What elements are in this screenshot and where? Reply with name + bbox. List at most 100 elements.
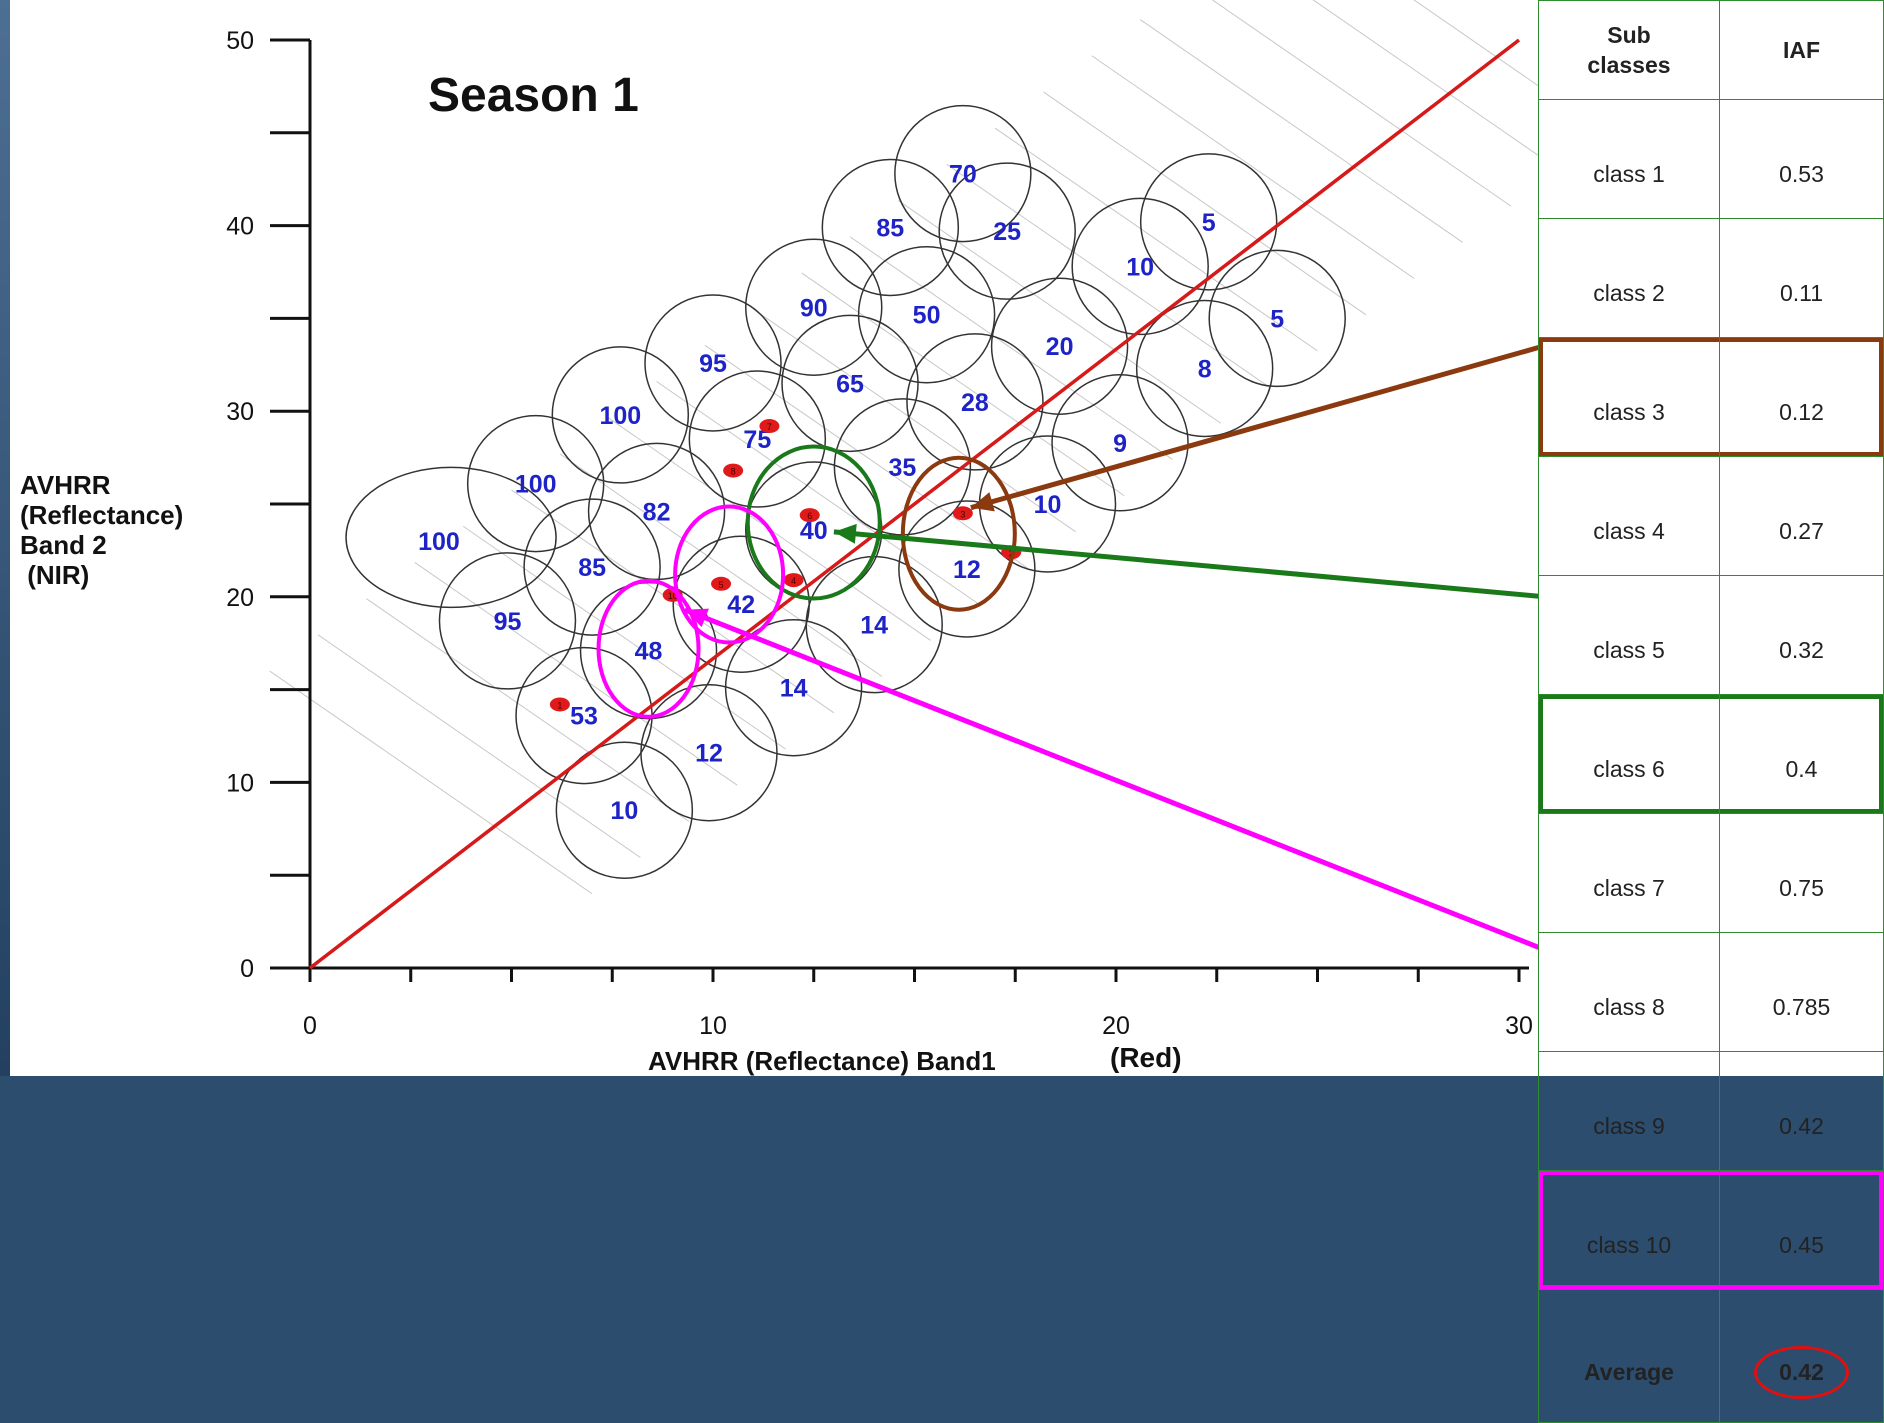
iaf-value: 0.53 [1779,160,1824,187]
cluster-circle [1139,153,1278,291]
iaf-value: 0.32 [1779,636,1824,663]
iaf-table: Sub classes IAF class 1 0.53 class 2 0.11 cla… [1538,0,1884,1423]
hatch-line [849,236,1173,460]
highlight-circle [673,504,786,645]
cluster-label: 10 [610,797,638,825]
subclass-label: class 3 [1593,398,1665,425]
table-row: class 7 0.75 [1538,813,1884,933]
cluster-label: 95 [699,350,727,378]
x-tick-label: 0 [303,1012,317,1040]
hatch-line [414,562,738,786]
subclass-label: class 10 [1586,1231,1672,1258]
iaf-cell: 0.27 [1719,456,1884,576]
hatch-line [1139,19,1463,243]
subclass-cell: class 2 [1538,218,1720,338]
subclass-cell: class 10 [1538,1170,1720,1290]
table-header-row: Sub classes IAF [1538,0,1884,100]
x-tick-label: 30 [1505,1012,1533,1040]
cluster-label: 14 [780,675,808,703]
cluster-label: 40 [800,517,828,545]
iaf-value: 0.45 [1779,1231,1824,1258]
hatch-line [1413,0,1540,88]
cluster-label: 42 [727,591,755,619]
table-row: class 10 0.45 [1538,1170,1884,1290]
subclass-label: class 4 [1593,517,1665,544]
iaf-value: 0.27 [1779,517,1824,544]
sample-point-label: 10 [668,591,678,601]
subclass-cell: class 1 [1538,99,1720,219]
cluster-circle [523,498,661,636]
iaf-value: 0.4 [1785,755,1818,782]
iaf-cell: 0.53 [1719,99,1884,219]
iaf-table-panel: Sub classes IAF class 1 0.53 class 2 0.11 cla… [1538,0,1884,1423]
cluster-circle [724,618,863,757]
hatch-line [946,163,1270,388]
cluster-label: 20 [1046,333,1074,361]
iaf-cell: 0.4 [1719,694,1884,814]
table-row: class 1 0.53 [1538,99,1884,219]
cluster-circle [551,346,690,484]
cluster-label: 90 [800,294,828,322]
subclass-cell: class 9 [1538,1051,1720,1171]
highlight-circle [900,455,1017,612]
cluster-label: 48 [635,638,663,666]
cluster-label: 70 [949,161,977,189]
hatch-line [559,453,883,678]
cluster-circle [438,552,577,690]
table-row: class 6 0.4 [1538,694,1884,814]
cluster-circle [345,466,557,609]
table-row: class 4 0.27 [1538,456,1884,576]
subclass-label: class 5 [1593,636,1665,663]
cluster-circle [1071,197,1209,336]
sample-point-label: 8 [731,467,736,477]
cluster-label: 28 [961,389,989,417]
cluster-circle [894,104,1032,243]
sample-point [799,508,820,523]
cluster-label: 65 [836,370,864,398]
iaf-cell: 0.45 [1719,1170,1884,1290]
cluster-circle [1208,249,1346,388]
cluster-circle [745,238,883,377]
cluster-label: 10 [1034,491,1062,519]
hatch-line [462,525,786,750]
cluster-circle [990,277,1129,415]
hatch-line [269,670,593,895]
scatter-plot-panel: 0 10 20 30 0 10 20 30 40 50 100 100 95 90 85 70 25 5 10 5 50… [10,0,1540,1076]
y-axis-label: AVHRR (Reflectance) Band 2 (NIR) [20,470,184,590]
cluster-circle [781,314,919,453]
subclass-cell: class 8 [1538,932,1720,1052]
subclass-cell: class 7 [1538,813,1720,933]
cluster-label: 95 [494,608,522,636]
hatch-line [366,598,690,822]
cluster-label: 82 [643,498,671,526]
x-axis-label: AVHRR (Reflectance) Band1 [648,1046,996,1076]
sample-point-label: 7 [767,422,772,432]
iaf-value: 0.11 [1779,279,1824,306]
cluster-label: 5 [1270,305,1284,333]
y-tick-label: 10 [226,769,254,797]
cluster-label: 12 [953,556,981,584]
cluster-label: 100 [515,471,557,499]
left-edge-strip [0,0,12,1076]
subclass-label: class 6 [1593,755,1665,782]
cluster-circle [821,158,960,297]
x-axis-label-suffix: (Red) [1110,1042,1182,1073]
cluster-label: 12 [695,740,723,768]
cluster-circle [906,333,1044,471]
average-value: 0.42 [1754,1345,1849,1399]
callout-arrow-head [684,608,709,628]
subclass-label: class 2 [1593,279,1665,306]
highlight-circle [745,444,882,601]
y-tick-label: 0 [240,955,254,983]
cluster-label: 53 [570,703,598,731]
iaf-value: 0.785 [1772,993,1831,1020]
sample-point [711,576,732,591]
hatch-line [753,308,1076,533]
cluster-label: 10 [1126,253,1154,281]
sample-point [952,506,973,521]
highlight-circle [596,578,701,719]
sample-point-label: 3 [960,509,965,519]
hatch-line [704,344,1028,569]
callout-arrow-head [970,492,995,512]
cluster-circle [938,162,1076,300]
